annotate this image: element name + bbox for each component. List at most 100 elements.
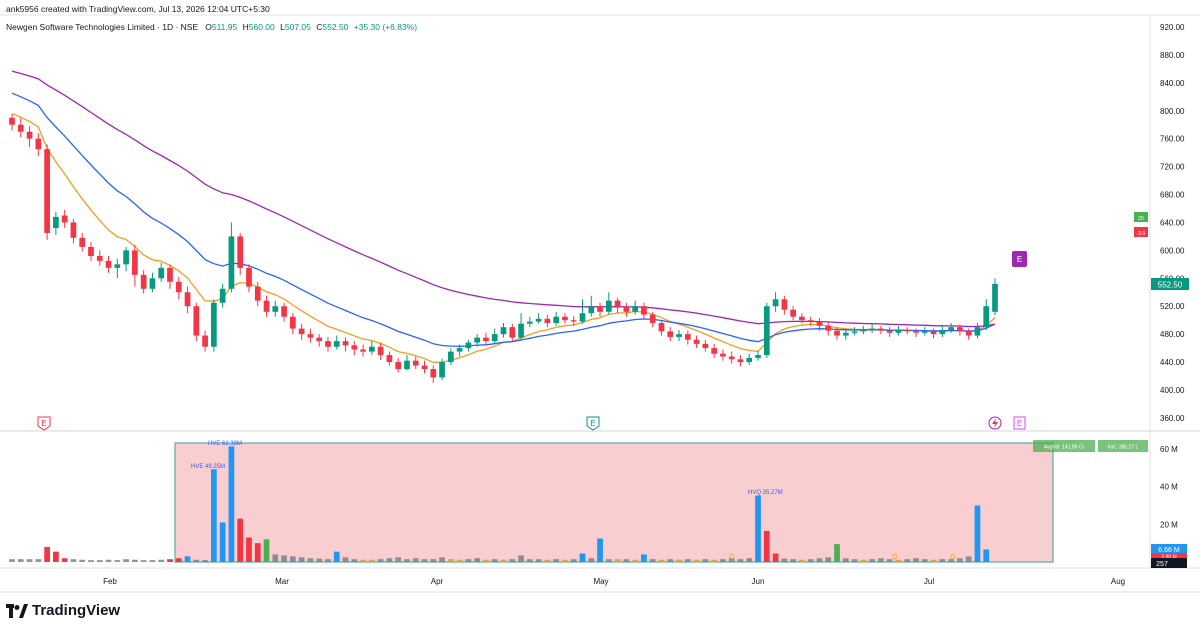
volume-bar [623,559,630,562]
ema-slow-line [11,70,996,328]
volume-bar [869,559,875,562]
candle-body [219,288,226,303]
volume-bar [755,495,761,562]
open-value: 511.95 [211,22,238,32]
change-value: +35.30 (+6.83%) [353,22,418,32]
volume-bar [439,557,445,562]
volume-bar [246,537,252,562]
candle-body [167,267,173,282]
symbol-title: Newgen Software Technologies Limited · 1… [6,22,199,32]
candle-body [254,286,261,301]
volume-bar [254,543,261,562]
candle-body [913,331,919,333]
q-marker-3: Q [950,554,956,561]
earnings-marker-apr[interactable]: E [586,416,600,431]
volume-bar [237,518,244,562]
candle-body [825,325,832,331]
volume-bar [53,551,59,562]
candle-body [895,329,902,333]
volume-bar [763,530,770,562]
volume-bar [491,559,498,562]
volume-bar [360,559,366,562]
volume-dark-tag: 257 [1151,558,1187,568]
price-tick-label: 760.00 [1160,135,1185,144]
candle-body [702,343,709,349]
moving-averages [11,70,996,363]
volume-bar [939,559,946,562]
candle-body [307,334,314,338]
last-price-text: 552.50 [1158,281,1183,290]
volume-bar [702,559,709,562]
candle-body [325,341,331,347]
volume-bar [412,558,419,562]
candle-body [281,306,287,317]
price-tick-label: 440.00 [1160,358,1185,367]
volume-bar [535,559,542,562]
volume-bar [421,559,428,562]
candle-body [957,327,963,332]
volume-bar [333,551,340,562]
tradingview-brand: TradingView [32,602,121,619]
volume-bar [632,559,639,562]
volume-bar [965,556,972,562]
volume-last-text: 6.66 M [1158,547,1180,554]
volume-bar [544,559,551,562]
candle-body [377,346,384,356]
time-axis-label: Mar [275,577,289,586]
candle-body [755,355,761,358]
volume-bar [281,555,287,562]
candle-body [930,331,937,335]
candle-body [992,283,998,312]
candle-body [728,356,735,360]
volume-tick-label: 60 M [1160,445,1178,454]
earnings-marker-label: E [1017,419,1022,428]
hve-label-1: HVE 61.38M [208,441,242,447]
volume-bar [456,559,463,562]
time-axis-label: Apr [431,577,444,586]
volume-bar [9,559,15,562]
candle-body [693,339,700,344]
volume-bar [96,560,103,562]
candle-body [368,346,375,352]
candle-body [807,320,814,322]
candle-body [430,369,437,378]
volume-bar [957,558,963,562]
dividend-lightning-icon[interactable] [988,416,1002,430]
price-tick-label: 400.00 [1160,386,1185,395]
candle-body [544,318,551,323]
candle-body [720,353,726,357]
volume-bar [649,559,656,562]
candle-body [904,329,911,332]
volume-tick-label: 40 M [1160,483,1178,492]
volume-bar [913,558,919,562]
candle-body [404,360,410,370]
candle-body [70,222,77,238]
candle-body [158,267,165,279]
volume-bar [132,559,138,562]
volume-bar [667,559,674,562]
q-marker-2: Q [892,554,898,561]
earnings-marker-upcoming[interactable]: E [1013,416,1026,430]
volume-bar [193,559,200,562]
volume-bar [921,559,928,562]
candle-body [17,124,24,132]
candle-body [763,306,770,356]
volume-red-tag: 3.98 M [1151,553,1187,561]
candle-body [649,314,656,323]
price-axis: 920.00 880.00 840.00 800.00 760.00 720.00 680.… [1160,23,1185,423]
volume-bar [746,558,753,562]
earnings-marker-next[interactable]: E [1012,251,1027,267]
candle-body [211,302,217,347]
candle-body [114,264,121,268]
earnings-marker-feb[interactable]: E [37,416,51,431]
hvq-label: HVQ 35.27M [748,490,783,496]
candle-body [140,274,147,289]
volume-bar [816,558,823,562]
volume-axis: 60 M 40 M 20 M [1160,445,1178,529]
tradingview-logo[interactable]: TradingView [6,602,120,619]
last-price-tag: 552.50 [1151,278,1189,290]
volume-zone [174,442,1054,563]
volume-bar [474,558,481,562]
volume-bar [272,554,279,562]
